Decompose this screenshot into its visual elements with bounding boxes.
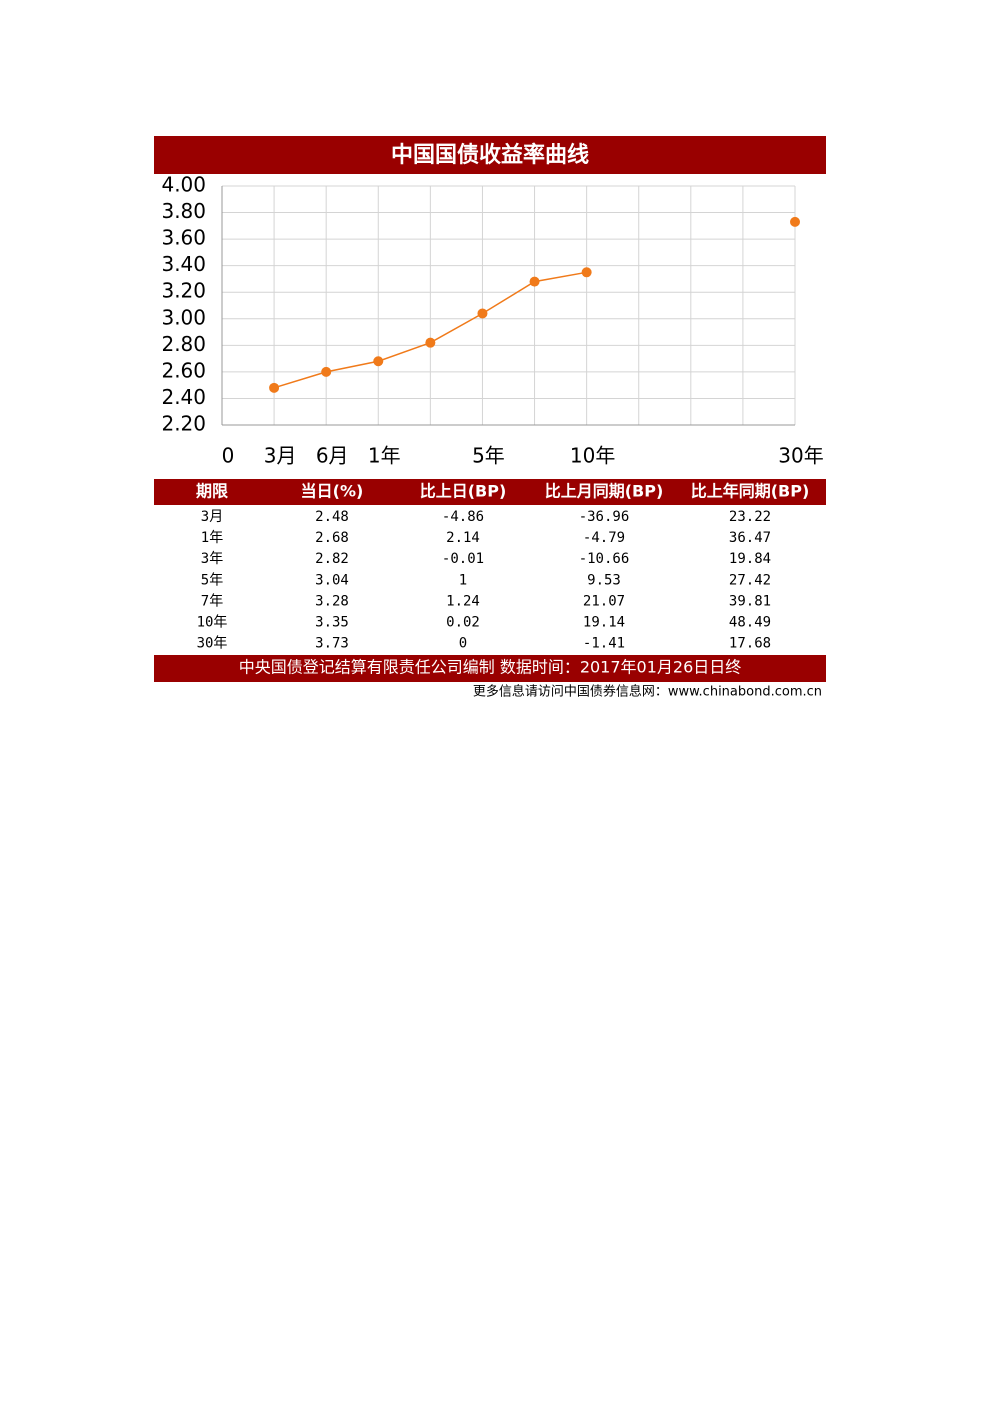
table-cell: 19.14 [583, 615, 625, 631]
table-cell: 17.68 [729, 636, 771, 652]
data-point [790, 216, 800, 227]
data-point [373, 356, 384, 367]
table-cell: 3.73 [315, 636, 349, 652]
x-tick-label: 10年 [570, 444, 615, 468]
table-cell: 27.42 [729, 572, 771, 588]
table-cell: 3.35 [315, 615, 349, 631]
data-point [529, 276, 540, 287]
table-cell: 3.04 [315, 572, 349, 588]
table-cell: 1 [459, 572, 467, 588]
y-tick-label: 2.40 [161, 385, 206, 409]
y-tick-label: 2.80 [161, 332, 206, 356]
table-cell: 2.14 [446, 530, 480, 546]
table-cell: -4.79 [583, 530, 625, 546]
table-cell: -0.01 [442, 551, 484, 567]
x-tick-label: 3月 [264, 444, 297, 468]
y-tick-label: 4.00 [161, 173, 206, 197]
table-cell: -10.66 [579, 551, 630, 567]
table-cell: 1年 [201, 530, 223, 546]
table-cell: 48.49 [729, 615, 771, 631]
y-tick-label: 2.20 [161, 412, 206, 436]
footer: 中央国债登记结算有限责任公司编制 数据时间：2017年01月26日日终 [239, 658, 742, 677]
table-cell: 30年 [197, 636, 228, 652]
table-cell: -36.96 [579, 509, 630, 525]
table-cell: 21.07 [583, 593, 625, 609]
y-tick-label: 3.40 [161, 252, 206, 276]
y-tick-label: 3.60 [161, 226, 206, 250]
table-cell: 10年 [197, 615, 228, 631]
source: 更多信息请访问中国债券信息网：www.chinabond.com.cn [473, 684, 822, 700]
data-point [581, 267, 592, 278]
table-cell: 3月 [201, 509, 223, 525]
table-cell: 2.68 [315, 530, 349, 546]
y-tick-label: 3.20 [161, 279, 206, 303]
table-cell: 1.24 [446, 593, 480, 609]
table-cell: 3.28 [315, 593, 349, 609]
table-cell: 7年 [201, 593, 223, 609]
table-header-bar [154, 479, 826, 505]
table-cell: 0 [459, 636, 467, 652]
data-point [425, 337, 436, 348]
title-bar [154, 136, 826, 174]
table-cell: 36.47 [729, 530, 771, 546]
chart-title: 中国国债收益率曲线 [391, 142, 589, 168]
table-header: 比上日(BP) [420, 482, 507, 501]
table-cell: 23.22 [729, 509, 771, 525]
data-point [477, 308, 488, 319]
table-header: 当日(%) [301, 482, 364, 501]
table-cell: 19.84 [729, 551, 771, 567]
table-cell: 2.82 [315, 551, 349, 567]
table-header: 期限 [196, 482, 229, 501]
table-cell: 9.53 [587, 572, 621, 588]
table-header: 比上月同期(BP) [545, 482, 664, 501]
table-cell: 5年 [201, 572, 223, 588]
table-header: 比上年同期(BP) [691, 482, 810, 501]
y-tick-label: 3.00 [161, 305, 206, 329]
table-cell: 2.48 [315, 509, 349, 525]
data-point [269, 382, 280, 393]
table-cell: 0.02 [446, 615, 480, 631]
table-cell: -4.86 [442, 509, 484, 525]
x-tick-label: 30年 [778, 444, 823, 468]
table-cell: -1.41 [583, 636, 625, 652]
y-tick-label: 2.60 [161, 358, 206, 382]
x-tick-label: 0 [222, 444, 235, 468]
x-tick-label: 5年 [472, 444, 505, 468]
y-tick-label: 3.80 [161, 199, 206, 223]
x-tick-label: 1年 [368, 444, 401, 468]
table-cell: 3年 [201, 551, 223, 567]
x-tick-label: 6月 [316, 444, 349, 468]
table-cell: 39.81 [729, 593, 771, 609]
footer-bar [154, 655, 826, 682]
data-point [321, 366, 332, 377]
